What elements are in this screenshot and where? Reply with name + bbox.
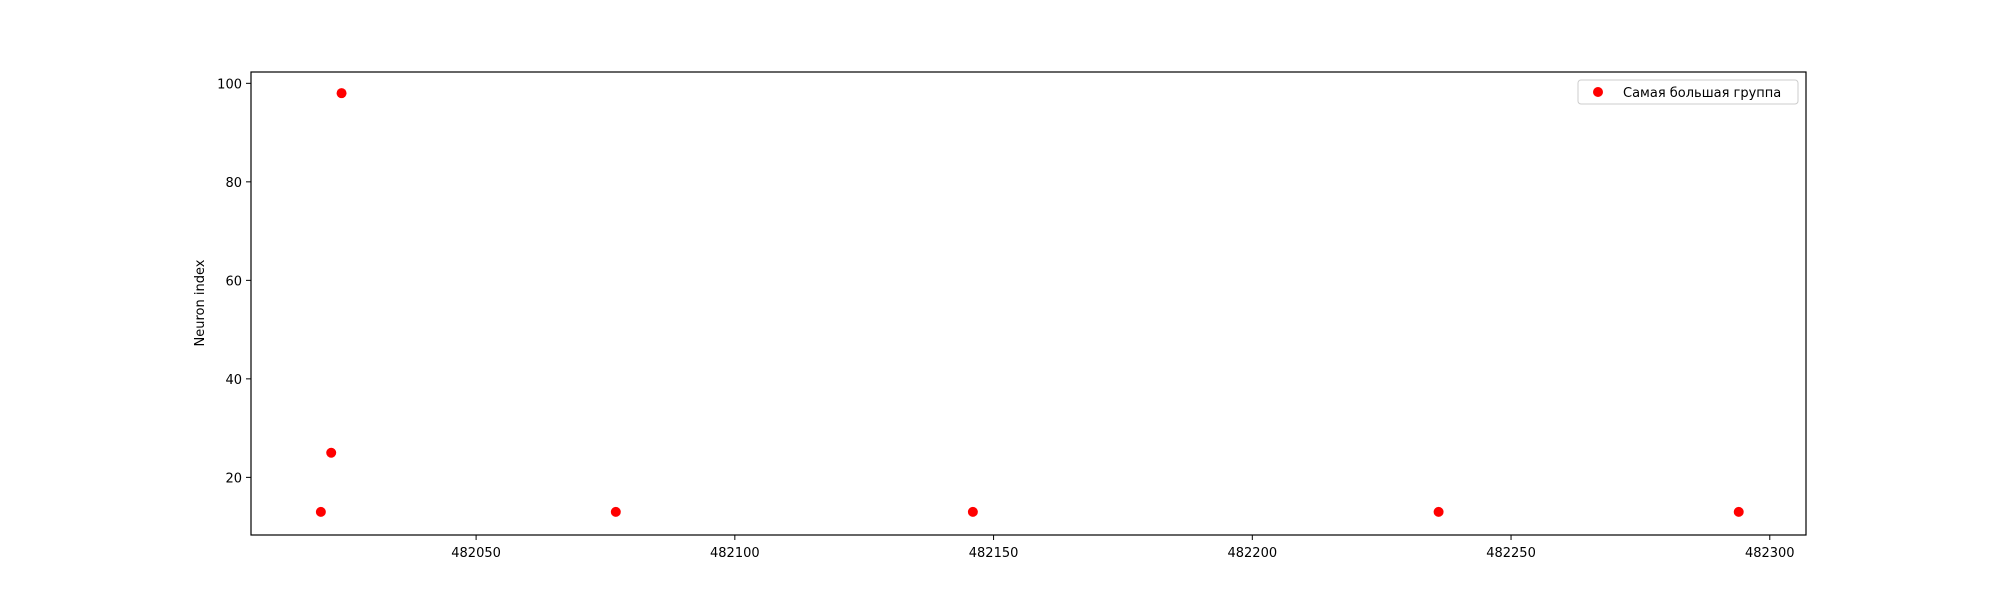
plot-frame <box>250 71 1807 536</box>
data-point <box>336 88 347 99</box>
x-tick-label: 482050 <box>451 546 501 561</box>
y-tick-label: 40 <box>225 373 242 388</box>
y-axis-ticks: 20 40 60 80 100 <box>217 77 251 486</box>
data-point <box>610 506 621 517</box>
legend-box <box>1577 79 1799 105</box>
x-tick-label: 482100 <box>710 546 760 561</box>
legend-label: Самая большая группа <box>1623 86 1781 101</box>
data-point <box>1433 506 1444 517</box>
data-point <box>967 506 978 517</box>
y-tick-label: 80 <box>225 176 242 191</box>
x-tick-label: 482150 <box>969 546 1019 561</box>
y-tick-label: 100 <box>217 77 242 92</box>
data-point <box>1733 506 1744 517</box>
data-points <box>315 88 1744 517</box>
data-point <box>326 447 337 458</box>
legend: Самая большая группа <box>1577 79 1799 105</box>
x-tick-label: 482250 <box>1486 546 1536 561</box>
y-axis-label: Neuron index <box>193 259 208 346</box>
y-tick-label: 60 <box>225 274 242 289</box>
y-tick-label: 20 <box>225 471 242 486</box>
x-tick-label: 482300 <box>1745 546 1795 561</box>
plot-area <box>250 71 1807 536</box>
data-point <box>315 506 326 517</box>
x-tick-label: 482200 <box>1227 546 1277 561</box>
legend-marker <box>1593 87 1603 97</box>
x-axis-ticks: 482050 482100 482150 482200 482250 482300 <box>451 535 1795 561</box>
